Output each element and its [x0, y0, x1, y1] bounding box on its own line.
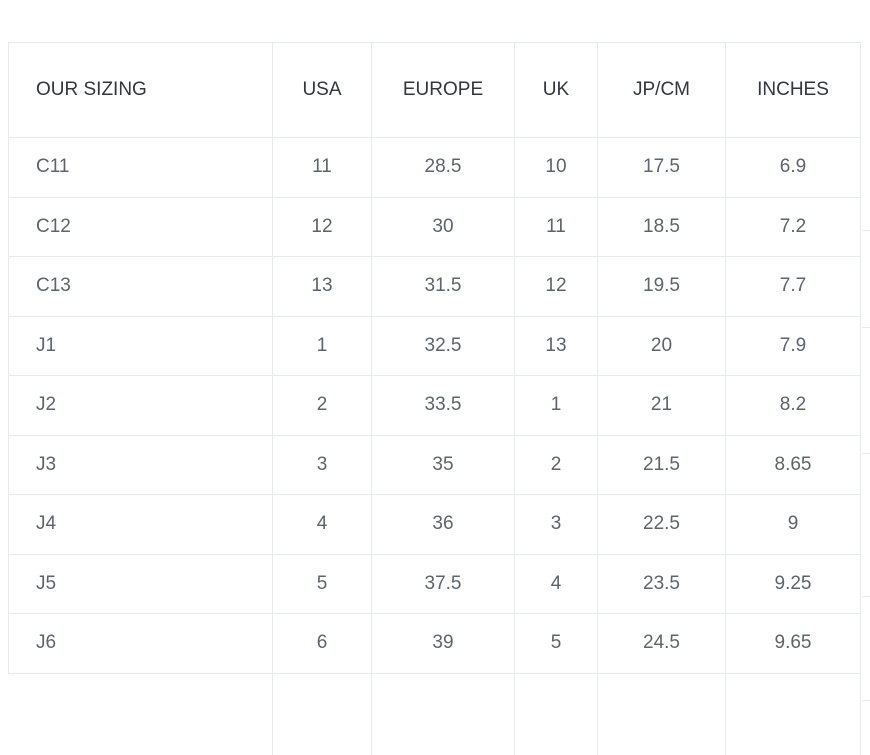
size-value-cell: 8.65: [725, 434, 861, 495]
table-row: C11 11 28.5 10 17.5 6.9: [8, 137, 861, 198]
table-row: J5 5 37.5 4 23.5 9.25: [8, 553, 861, 614]
size-label-cell: J6: [8, 613, 273, 674]
size-chart-header: OUR SIZING USA EUROPE UK JP/CM INCHES: [8, 42, 861, 138]
column-header-jp-cm: JP/CM: [597, 42, 726, 138]
size-value-cell: 6.9: [725, 137, 861, 198]
size-value-cell: 4: [272, 494, 372, 555]
column-header-europe: EUROPE: [371, 42, 515, 138]
size-value-cell: 3: [272, 434, 372, 495]
size-value-cell: 19.5: [597, 256, 726, 317]
size-value-cell: 7.2: [725, 196, 861, 257]
size-label-cell: J3: [8, 434, 273, 495]
size-value-cell: 4: [514, 553, 598, 614]
size-chart-table: OUR SIZING USA EUROPE UK JP/CM INCHES C11 11 28…: [8, 42, 861, 755]
size-value-cell: 32.5: [371, 315, 515, 376]
table-row: J4 4 36 3 22.5 9: [8, 494, 861, 555]
adjacent-border-fragment: [862, 596, 870, 597]
size-value-cell: 8.2: [725, 375, 861, 436]
size-value-cell: 6: [272, 613, 372, 674]
adjacent-border-fragment: [862, 700, 870, 701]
size-value-cell: 11: [272, 137, 372, 198]
size-value-cell: 31.5: [371, 256, 515, 317]
empty-cell: [597, 672, 726, 755]
size-label-cell: C11: [8, 137, 273, 198]
size-value-cell: 21: [597, 375, 726, 436]
size-value-cell: 30: [371, 196, 515, 257]
size-value-cell: 3: [514, 494, 598, 555]
table-row: J1 1 32.5 13 20 7.9: [8, 315, 861, 376]
adjacent-border-fragment: [862, 230, 870, 231]
size-value-cell: 5: [514, 613, 598, 674]
size-value-cell: 1: [272, 315, 372, 376]
size-label-cell: J2: [8, 375, 273, 436]
size-value-cell: 12: [272, 196, 372, 257]
size-label-cell: C13: [8, 256, 273, 317]
column-header-inches: INCHES: [725, 42, 861, 138]
size-value-cell: 37.5: [371, 553, 515, 614]
column-header-uk: UK: [514, 42, 598, 138]
size-value-cell: 9.25: [725, 553, 861, 614]
size-value-cell: 12: [514, 256, 598, 317]
size-value-cell: 11: [514, 196, 598, 257]
size-value-cell: 36: [371, 494, 515, 555]
size-value-cell: 2: [272, 375, 372, 436]
size-value-cell: 22.5: [597, 494, 726, 555]
table-row: J6 6 39 5 24.5 9.65: [8, 613, 861, 674]
empty-row: [8, 672, 861, 755]
table-row: J3 3 35 2 21.5 8.65: [8, 434, 861, 495]
size-value-cell: 13: [514, 315, 598, 376]
size-value-cell: 18.5: [597, 196, 726, 257]
table-row: J2 2 33.5 1 21 8.2: [8, 375, 861, 436]
size-value-cell: 33.5: [371, 375, 515, 436]
size-label-cell: J5: [8, 553, 273, 614]
table-row: C13 13 31.5 12 19.5 7.7: [8, 256, 861, 317]
size-value-cell: 17.5: [597, 137, 726, 198]
size-value-cell: 20: [597, 315, 726, 376]
adjacent-border-fragment: [862, 327, 870, 328]
size-value-cell: 10: [514, 137, 598, 198]
empty-cell: [514, 672, 598, 755]
size-value-cell: 24.5: [597, 613, 726, 674]
table-row: C12 12 30 11 18.5 7.2: [8, 196, 861, 257]
empty-cell: [8, 672, 273, 755]
size-value-cell: 13: [272, 256, 372, 317]
size-value-cell: 23.5: [597, 553, 726, 614]
size-chart-body: C11 11 28.5 10 17.5 6.9 C12 12 30 11 18.5 7.2 C13 13 3…: [8, 137, 861, 755]
size-value-cell: 2: [514, 434, 598, 495]
size-label-cell: J4: [8, 494, 273, 555]
header-row: OUR SIZING USA EUROPE UK JP/CM INCHES: [8, 42, 861, 138]
size-value-cell: 39: [371, 613, 515, 674]
size-value-cell: 9: [725, 494, 861, 555]
size-value-cell: 1: [514, 375, 598, 436]
size-label-cell: J1: [8, 315, 273, 376]
empty-cell: [272, 672, 372, 755]
empty-cell: [725, 672, 861, 755]
size-value-cell: 7.9: [725, 315, 861, 376]
column-header-usa: USA: [272, 42, 372, 138]
size-value-cell: 35: [371, 434, 515, 495]
column-header-our-sizing: OUR SIZING: [8, 42, 273, 138]
empty-cell: [371, 672, 515, 755]
adjacent-border-fragment: [862, 453, 870, 454]
size-value-cell: 21.5: [597, 434, 726, 495]
size-value-cell: 7.7: [725, 256, 861, 317]
size-value-cell: 5: [272, 553, 372, 614]
size-value-cell: 28.5: [371, 137, 515, 198]
size-label-cell: C12: [8, 196, 273, 257]
size-value-cell: 9.65: [725, 613, 861, 674]
